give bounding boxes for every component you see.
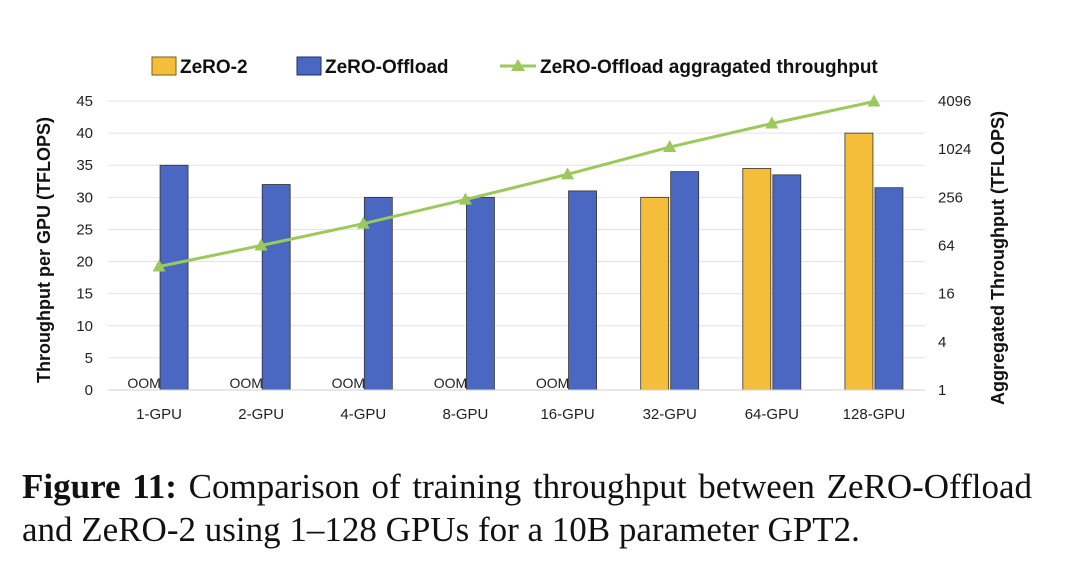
legend: ZeRO-2 ZeRO-Offload ZeRO-Offload aggraga… [151,56,878,78]
bar-zero-offload-1-gpu [159,164,189,391]
oom-label: OOM [434,375,467,391]
caption-label: Figure 11: [22,467,177,506]
point-16-gpu [561,167,575,180]
line-zero-offload-aggragated-throughput [158,100,875,268]
legend-label-aggregated: ZeRO-Offload aggragated throughput [540,57,878,78]
y-tick-label: 10 [76,318,93,335]
bar-zero-offload-8-gpu [466,196,495,391]
caption-text: Comparison of training throughput betwee… [22,467,1032,549]
legend-label-zero2: ZeRO-2 [180,57,248,78]
bar-zero-2-128-gpu [844,132,874,391]
y-tick-label: 25 [76,221,93,238]
y-tick-label: 0 [85,382,93,399]
oom-label: OOM [127,375,160,391]
point-128-gpu [867,94,881,107]
legend-label-zero-offload: ZeRO-Offload [325,57,449,78]
y-tick-label: 45 [76,93,93,110]
bar-zero-offload-2-gpu [261,184,291,391]
y2-tick-label: 1 [938,382,946,399]
y2-tick-label: 16 [938,286,955,303]
bar-zero-offload-32-gpu [670,171,700,391]
y2-tick-label: 64 [938,238,955,255]
bar-zero-offload-16-gpu [568,190,597,391]
bar-zero-offload-128-gpu [874,187,904,391]
chart: 0 5 10 15 20 25 30 35 40 45 1 4 16 64 256 1024 4096 1-G… [34,56,1008,423]
y-tick-label: 15 [76,286,93,303]
legend-marker-aggregated [511,59,525,71]
x-tick-label: 4-GPU [340,406,386,423]
x-tick-label: 128-GPU [843,406,906,423]
point-32-gpu [663,140,677,153]
point-2-gpu [254,238,268,251]
point-64-gpu [765,116,779,129]
y-axis-title: Throughput per GPU (TFLOPS) [34,117,54,383]
oom-label: OOM [229,375,262,391]
y-tick-label: 20 [76,254,93,271]
figure-caption: Figure 11: Comparison of training throug… [22,465,1032,551]
x-tick-label: 32-GPU [643,406,697,423]
category-labels: 1-GPU 2-GPU 4-GPU 8-GPU 16-GPU 32-GPU 64-GPU 12… [136,406,905,423]
left-axis-ticks: 0 5 10 15 20 25 30 35 40 45 [76,93,93,399]
y-tick-label: 40 [76,125,93,142]
y-tick-label: 35 [76,157,93,174]
bar-zero-offload-64-gpu [772,174,802,391]
y2-tick-label: 4 [938,334,946,351]
legend-swatch-zero2 [151,56,177,76]
bar-zero-2-64-gpu [742,168,772,391]
point-4-gpu [356,216,370,229]
bar-zero-2-32-gpu [640,196,670,391]
y2-tick-label: 256 [938,189,963,206]
point-1-gpu [152,259,166,272]
y2-tick-label: 4096 [938,93,971,110]
bar-zero-offload-4-gpu [363,196,393,391]
bars [159,132,904,391]
oom-label: OOM [536,375,569,391]
x-tick-label: 8-GPU [443,406,489,423]
x-tick-label: 1-GPU [136,406,182,423]
y2-tick-label: 1024 [938,141,971,158]
x-tick-label: 16-GPU [540,406,594,423]
x-tick-label: 2-GPU [238,406,284,423]
y-tick-label: 30 [76,189,93,206]
oom-labels: OOM OOM OOM OOM OOM [127,375,569,391]
oom-label: OOM [332,375,365,391]
point-8-gpu [458,192,472,205]
gridlines [108,100,925,359]
legend-swatch-zero-offload [296,56,322,76]
x-tick-label: 64-GPU [745,406,799,423]
aggregated-throughput-series [152,94,881,272]
right-axis-ticks: 1 4 16 64 256 1024 4096 [938,93,971,399]
y-tick-label: 5 [85,350,93,367]
y2-axis-title: Aggregated Throughput (TFLOPS) [988,111,1008,405]
